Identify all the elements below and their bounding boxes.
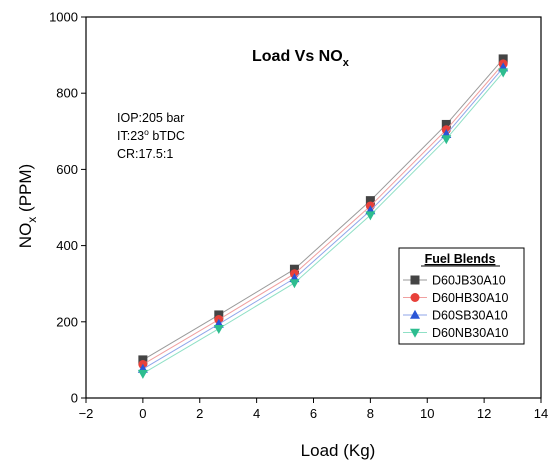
annotation-cr: CR:17.5:1 [117,147,173,161]
annotation-it: IT:23o bTDC [117,127,185,143]
series-D60NB30A10 [137,68,509,379]
y-axis-title: NOx (PPM) [16,164,39,248]
legend-items: D60JB30A10 D60HB30A10 D60SB30A10 D60NB30A10 [403,274,508,340]
data-point [137,369,148,379]
y-axis-ticks: 0 200 400 600 800 1000 [49,10,86,406]
data-point [365,196,375,206]
data-point [498,54,508,64]
series-line [142,58,504,361]
x-tick-label: 2 [196,406,203,421]
x-tick-label: 8 [367,406,374,421]
data-point [289,264,299,274]
x-tick-label: 10 [420,406,434,421]
chart-title-subscript: x [343,57,350,69]
annotation-it-main: IT:23 [117,129,144,143]
series-group [137,54,509,379]
x-tick-label: −2 [79,406,94,421]
chart-title: Load Vs NOx [252,48,350,69]
legend-marker [410,275,420,285]
data-point [138,355,148,365]
y-tick-label: 800 [56,86,78,101]
data-point [213,324,224,334]
data-point [365,211,376,221]
legend-title: Fuel Blends [425,252,496,266]
y-tick-label: 200 [56,314,78,329]
annotation-it-rest: bTDC [149,129,185,143]
legend-label: D60HB30A10 [432,291,508,305]
x-tick-label: 14 [534,406,548,421]
data-point [441,135,452,145]
legend-item: D60NB30A10 [403,326,508,340]
annotation-it-superscript: o [144,127,149,137]
annotation-iop: IOP:205 bar [117,111,184,125]
data-point [498,68,509,78]
series-line [142,67,504,370]
series-line [142,63,504,365]
x-axis-ticks: −2 0 2 4 6 8 10 12 14 [79,398,548,421]
legend-label: D60NB30A10 [432,326,508,340]
legend-label: D60JB30A10 [432,274,506,288]
x-axis-title: Load (Kg) [301,441,376,460]
legend-label: D60SB30A10 [432,309,508,323]
data-point [441,119,451,129]
y-tick-label: 1000 [49,10,78,25]
legend-box [398,247,525,345]
legend-item: D60SB30A10 [403,309,508,323]
y-tick-label: 600 [56,162,78,177]
y-tick-label: 400 [56,238,78,253]
series-D60JB30A10 [138,54,508,365]
x-tick-label: 4 [253,406,260,421]
y-axis-title-prefix: NO [16,223,35,249]
x-tick-label: 12 [477,406,491,421]
data-point [214,310,224,320]
y-axis-title-subscript: x [25,217,39,223]
chart-title-main: Load Vs NO [252,48,343,65]
legend-item: D60JB30A10 [403,274,506,288]
legend-item: D60HB30A10 [403,291,508,305]
data-point [289,279,300,289]
y-tick-label: 0 [71,391,78,406]
legend-marker [410,293,420,302]
x-tick-label: 0 [139,406,146,421]
legend-marker [410,328,420,338]
legend: Fuel Blends D60JB30A10 D60HB30A10 D60SB30A… [398,247,525,345]
legend-marker [410,309,420,319]
y-axis-title-suffix: (PPM) [16,164,35,217]
series-line [142,71,504,375]
x-tick-label: 6 [310,406,317,421]
